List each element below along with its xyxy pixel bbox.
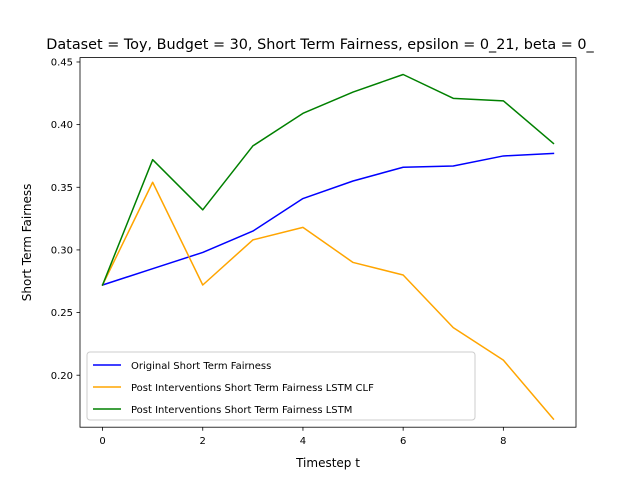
legend: Original Short Term Fairness Post Interve… (86, 351, 476, 421)
legend-label-2: Post Interventions Short Term Fairness L… (131, 405, 352, 416)
y-tick-label: 0.45 (51, 58, 73, 69)
y-axis-ticks: 0.20 0.25 0.30 0.35 0.40 0.45 (51, 58, 80, 382)
x-tick-label: 2 (200, 436, 206, 447)
y-tick-label: 0.40 (51, 120, 73, 131)
series-line-0 (101, 152, 555, 286)
series-layer (101, 73, 555, 421)
x-tick-label: 0 (99, 436, 105, 447)
legend-frame (86, 351, 476, 421)
x-axis-ticks: 0 2 4 6 8 (99, 427, 507, 447)
x-axis-label: Timestep t (295, 456, 360, 470)
x-tick-label: 4 (300, 436, 306, 447)
axes-frame (79, 57, 577, 428)
series-line-1 (101, 181, 555, 421)
chart-title: Dataset = Toy, Budget = 30, Short Term F… (46, 37, 594, 53)
x-tick-label: 6 (400, 436, 406, 447)
y-axis-label: Short Term Fairness (20, 184, 34, 302)
y-tick-label: 0.30 (51, 246, 73, 257)
plot-area (79, 57, 577, 428)
legend-label-1: Post Interventions Short Term Fairness L… (131, 383, 374, 394)
x-tick-label: 8 (500, 436, 506, 447)
y-tick-label: 0.25 (51, 308, 73, 319)
y-tick-label: 0.35 (51, 183, 73, 194)
y-tick-label: 0.20 (51, 371, 73, 382)
series-line-2 (101, 73, 555, 286)
legend-label-0: Original Short Term Fairness (131, 361, 271, 372)
